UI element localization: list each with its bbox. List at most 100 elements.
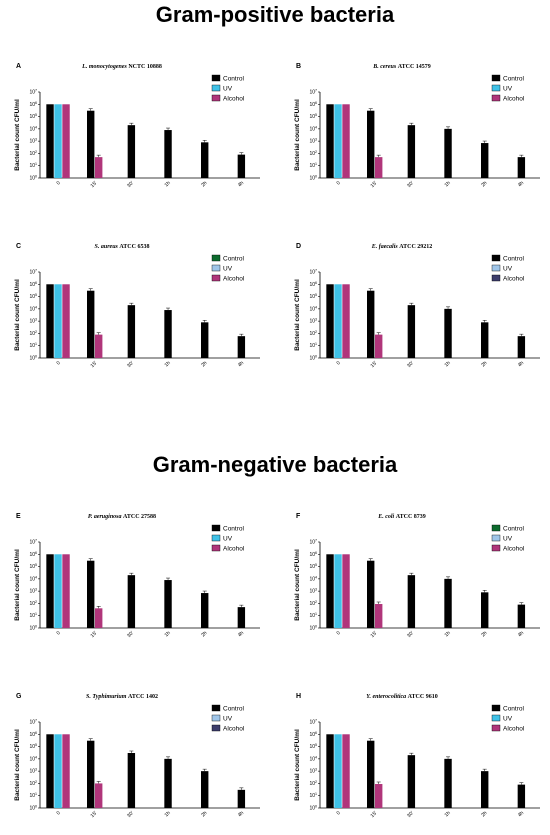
y-tick-label: 106: [309, 731, 317, 738]
chart-panel-b: B B. cereus ATCC 14579 Bacterial count CFU…: [290, 55, 550, 205]
bar-alcohol-1: [375, 603, 383, 628]
chart-svg: H Y. enterocolitica ATCC 9610 Bacterial co…: [294, 693, 540, 819]
bar-alcohol-0: [342, 104, 350, 178]
y-tick-label: 105: [29, 743, 37, 750]
chart-panel-g: G S. Typhimurium ATCC 1402 Bacterial count…: [10, 685, 270, 835]
bar-control-4: [201, 322, 209, 358]
y-tick-label: 101: [29, 342, 37, 349]
chart-panel-e: E P. aeruginosa ATCC 27588 Bacterial count…: [10, 505, 270, 655]
legend-label-alcohol: Alcohol: [223, 726, 245, 733]
legend-label-control: Control: [223, 526, 245, 533]
chart-title: E. faecalis ATCC 29212: [371, 244, 433, 250]
legend-label-uv: UV: [223, 716, 233, 723]
legend-label-uv: UV: [503, 266, 513, 273]
x-tick-label: 0: [336, 810, 342, 816]
x-tick-label: 1h: [164, 630, 172, 638]
bar-control-4: [201, 142, 209, 178]
x-tick-label: 1h: [444, 360, 452, 368]
bar-control-5: [237, 154, 246, 178]
y-tick-label: 104: [29, 755, 37, 762]
y-tick-label: 100: [29, 355, 37, 362]
bar-alcohol-0: [62, 554, 70, 628]
bar-control-2: [127, 125, 136, 178]
legend-label-alcohol: Alcohol: [223, 546, 245, 553]
y-tick-label: 101: [29, 162, 37, 169]
x-tick-label: 1h: [444, 630, 452, 638]
bar-control-5: [517, 784, 526, 808]
bar-control-2: [407, 755, 416, 808]
y-tick-label: 104: [29, 575, 37, 582]
chart-svg: B B. cereus ATCC 14579 Bacterial count CFU…: [294, 63, 540, 189]
bar-control-5: [237, 789, 246, 808]
bar-control-3: [444, 758, 452, 808]
legend-swatch-alcohol: [491, 94, 501, 102]
y-tick-label: 107: [29, 719, 37, 726]
bar-control-2: [407, 125, 416, 178]
bar-alcohol-1: [95, 157, 103, 178]
y-tick-label: 102: [309, 150, 317, 157]
x-tick-label: 0: [56, 630, 62, 636]
x-tick-label: 2h: [480, 180, 488, 188]
y-tick-label: 107: [29, 269, 37, 276]
legend-swatch-alcohol: [491, 274, 501, 282]
chart-title: E. coli ATCC 8739: [377, 514, 426, 520]
x-tick-label: 1h: [164, 180, 172, 188]
legend-label-control: Control: [223, 256, 245, 263]
panel-letter: F: [296, 513, 301, 520]
y-tick-label: 104: [309, 125, 317, 132]
y-tick-label: 101: [309, 342, 317, 349]
x-tick-label: 15': [370, 360, 379, 369]
legend-label-uv: UV: [223, 536, 233, 543]
x-tick-label: 15': [90, 360, 99, 369]
x-tick-label: 1h: [444, 810, 452, 818]
bar-uv-0: [54, 554, 62, 628]
y-tick-label: 106: [29, 281, 37, 288]
bar-alcohol-0: [342, 734, 350, 808]
chart-title: L. monocytogenes NCTC 10888: [81, 64, 162, 70]
y-tick-label: 106: [29, 551, 37, 558]
x-tick-label: 15': [90, 180, 99, 189]
y-tick-label: 104: [309, 755, 317, 762]
bar-control-1: [367, 740, 375, 808]
legend-swatch-control: [491, 74, 501, 82]
y-tick-label: 107: [309, 719, 317, 726]
x-tick-label: 2h: [480, 360, 488, 368]
x-tick-label: 30': [406, 810, 415, 819]
legend-label-uv: UV: [223, 266, 233, 273]
legend-label-uv: UV: [503, 716, 513, 723]
y-axis-label: Bacterial count CFU/ml: [294, 279, 301, 351]
x-tick-label: 0: [336, 180, 342, 186]
y-tick-label: 106: [29, 731, 37, 738]
bar-alcohol-0: [62, 734, 70, 808]
x-tick-label: 15': [370, 810, 379, 819]
gram-negative-heading: Gram-negative bacteria: [152, 452, 398, 477]
x-tick-label: 4h: [237, 360, 245, 368]
x-tick-label: 30': [406, 630, 415, 639]
bar-control-3: [164, 580, 172, 628]
x-tick-label: 2h: [480, 810, 488, 818]
x-tick-label: 0: [336, 630, 342, 636]
bar-control-3: [444, 578, 452, 628]
y-tick-label: 104: [29, 305, 37, 312]
x-tick-label: 15': [370, 630, 379, 639]
chart-svg: C S. aureus ATCC 6538 Bacterial count CFU/…: [14, 243, 260, 369]
bar-control-0: [326, 734, 334, 808]
x-tick-label: 15': [90, 630, 99, 639]
y-tick-label: 100: [29, 805, 37, 812]
y-tick-label: 100: [309, 355, 317, 362]
x-tick-label: 4h: [517, 810, 525, 818]
y-tick-label: 102: [29, 600, 37, 607]
x-tick-label: 30': [406, 360, 415, 369]
y-tick-label: 100: [309, 625, 317, 632]
y-tick-label: 103: [309, 318, 317, 325]
chart-title: S. Typhimurium ATCC 1402: [86, 694, 158, 700]
bar-alcohol-1: [375, 157, 383, 178]
chart-svg: A L. monocytogenes NCTC 10888 Bacterial co…: [14, 63, 260, 189]
legend-swatch-uv: [211, 714, 221, 722]
chart-panel-a: A L. monocytogenes NCTC 10888 Bacterial co…: [10, 55, 270, 205]
bar-control-2: [127, 575, 136, 628]
y-tick-label: 106: [309, 101, 317, 108]
legend-swatch-uv: [491, 264, 501, 272]
y-axis-label: Bacterial count CFU/ml: [294, 99, 301, 171]
legend-label-uv: UV: [503, 536, 513, 543]
